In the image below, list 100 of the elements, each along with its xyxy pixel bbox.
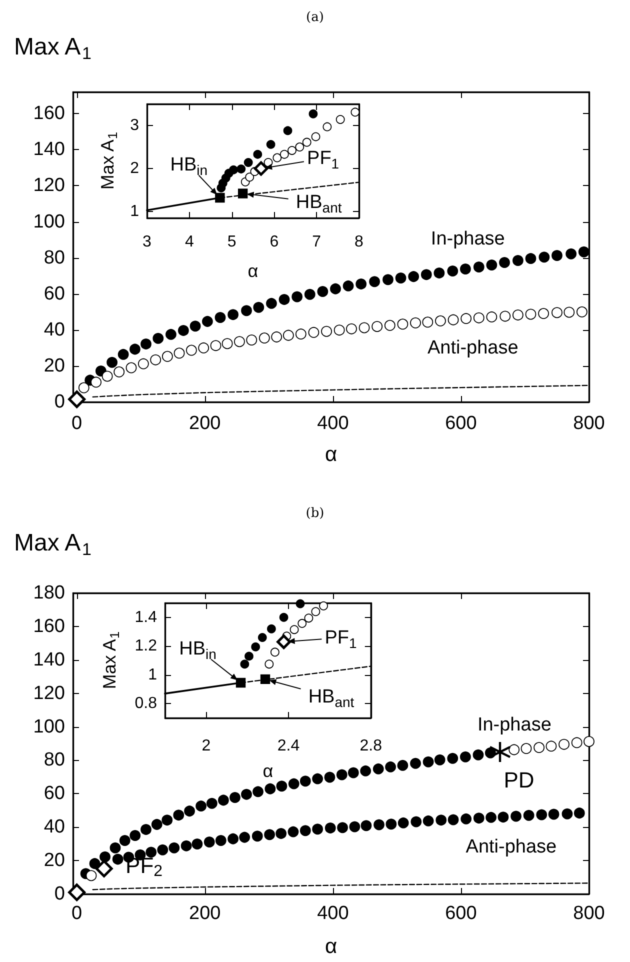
y-axis-title: Max A1 [98,132,120,190]
point [578,246,590,258]
point [520,743,532,754]
point [251,642,260,652]
point [119,835,130,846]
point [422,815,434,826]
point [236,678,246,688]
point [304,288,316,300]
point [278,294,290,305]
point [258,633,267,642]
point [180,840,192,852]
point [276,634,292,650]
point [398,817,409,828]
point [270,648,280,657]
point [168,842,180,854]
point [408,271,420,282]
point [253,150,262,159]
point [150,354,162,366]
y-tick-label: 140 [33,649,65,670]
point [397,760,408,771]
point [295,328,306,340]
point [324,772,336,783]
y-tick-label: 20 [44,850,65,872]
point [296,599,305,608]
point [360,765,372,776]
point [254,161,268,176]
point [499,257,510,268]
x-axis-title: α [248,261,258,281]
point [334,324,345,336]
x-axis-title: α [262,761,274,781]
point [473,812,484,824]
point [360,820,372,832]
point [162,814,173,826]
point [198,342,210,354]
point [157,844,168,856]
point [282,330,294,341]
point [252,830,263,842]
point [552,307,562,318]
point [239,832,250,843]
point [548,808,560,820]
point [228,833,238,844]
point [584,736,594,747]
point [472,749,484,760]
point [174,348,185,359]
point [536,809,548,820]
y-tick-label: 160 [33,103,65,124]
y-tick-label: 0 [54,392,65,412]
point [436,814,447,826]
point [78,382,90,394]
point [292,291,303,302]
point [190,320,201,332]
point [308,326,320,338]
point [460,751,471,762]
point [369,276,380,288]
x-tick-label: 800 [573,903,605,924]
point [264,829,275,840]
y-axis-title: Max A1 [100,631,122,690]
point [311,607,320,616]
point [276,828,287,839]
x-tick-label: 0 [72,413,82,434]
point [173,810,184,821]
y-tick-label: 1.4 [134,608,158,626]
point [151,818,162,830]
point [184,806,195,817]
point [114,366,125,378]
point [312,773,324,784]
point [448,814,459,826]
y-tick-label: 80 [44,750,65,771]
x-tick-label: 4 [184,234,194,250]
point [218,794,229,806]
y-tick-label: 160 [33,616,65,637]
point [106,356,118,368]
point [311,132,320,142]
point [510,810,522,822]
point [300,825,311,836]
point [564,306,575,318]
point [410,816,422,828]
point [422,756,434,768]
point [473,262,484,272]
x-tick-label: 2.4 [277,738,300,754]
point [253,302,264,313]
x-tick-label: 400 [317,903,349,924]
y-tick-label: 1 [130,203,140,220]
point [324,822,336,834]
x-tick-label: 2.8 [360,738,382,754]
point [330,283,341,294]
point [260,674,270,684]
point [240,660,250,669]
y-tick-label: 40 [44,816,65,838]
point [214,312,226,323]
point [130,830,141,841]
point [350,108,360,117]
point [215,192,225,203]
y-tick-label: 20 [44,355,65,376]
point [279,612,288,622]
point [386,818,397,830]
chart-title: (b) [306,506,324,521]
point [266,140,276,149]
y-tick-label: 0 [54,884,65,904]
point [215,835,226,846]
